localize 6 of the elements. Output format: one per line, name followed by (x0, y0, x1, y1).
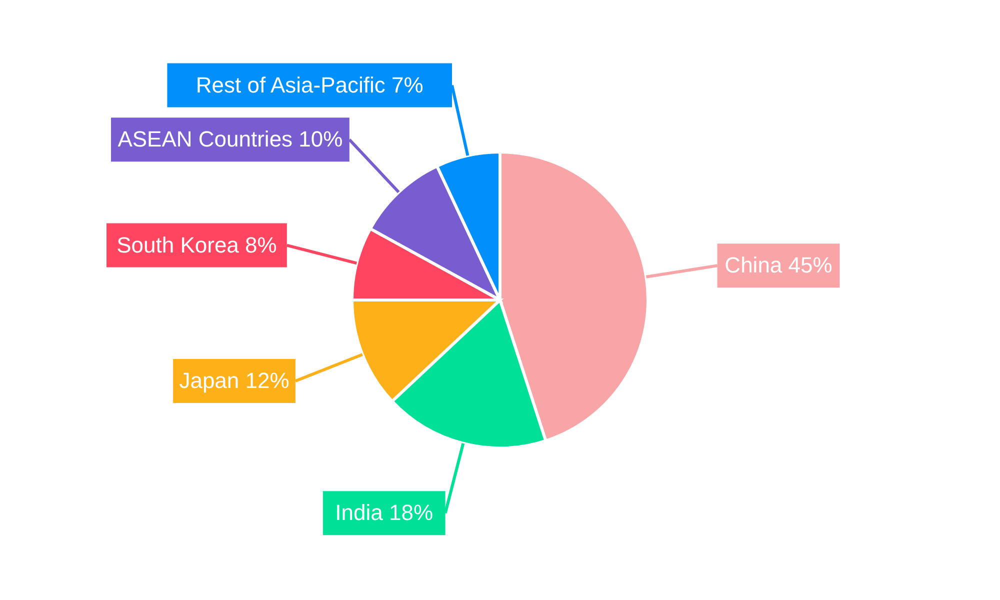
slice-label: Japan 12% (179, 368, 290, 393)
slice-label: Rest of Asia-Pacific 7% (196, 72, 424, 98)
slice-label: South Korea 8% (116, 232, 277, 258)
slice-label: India 18% (335, 500, 434, 526)
slice-label: China 45% (724, 252, 832, 278)
slice-label: ASEAN Countries 10% (118, 126, 343, 152)
